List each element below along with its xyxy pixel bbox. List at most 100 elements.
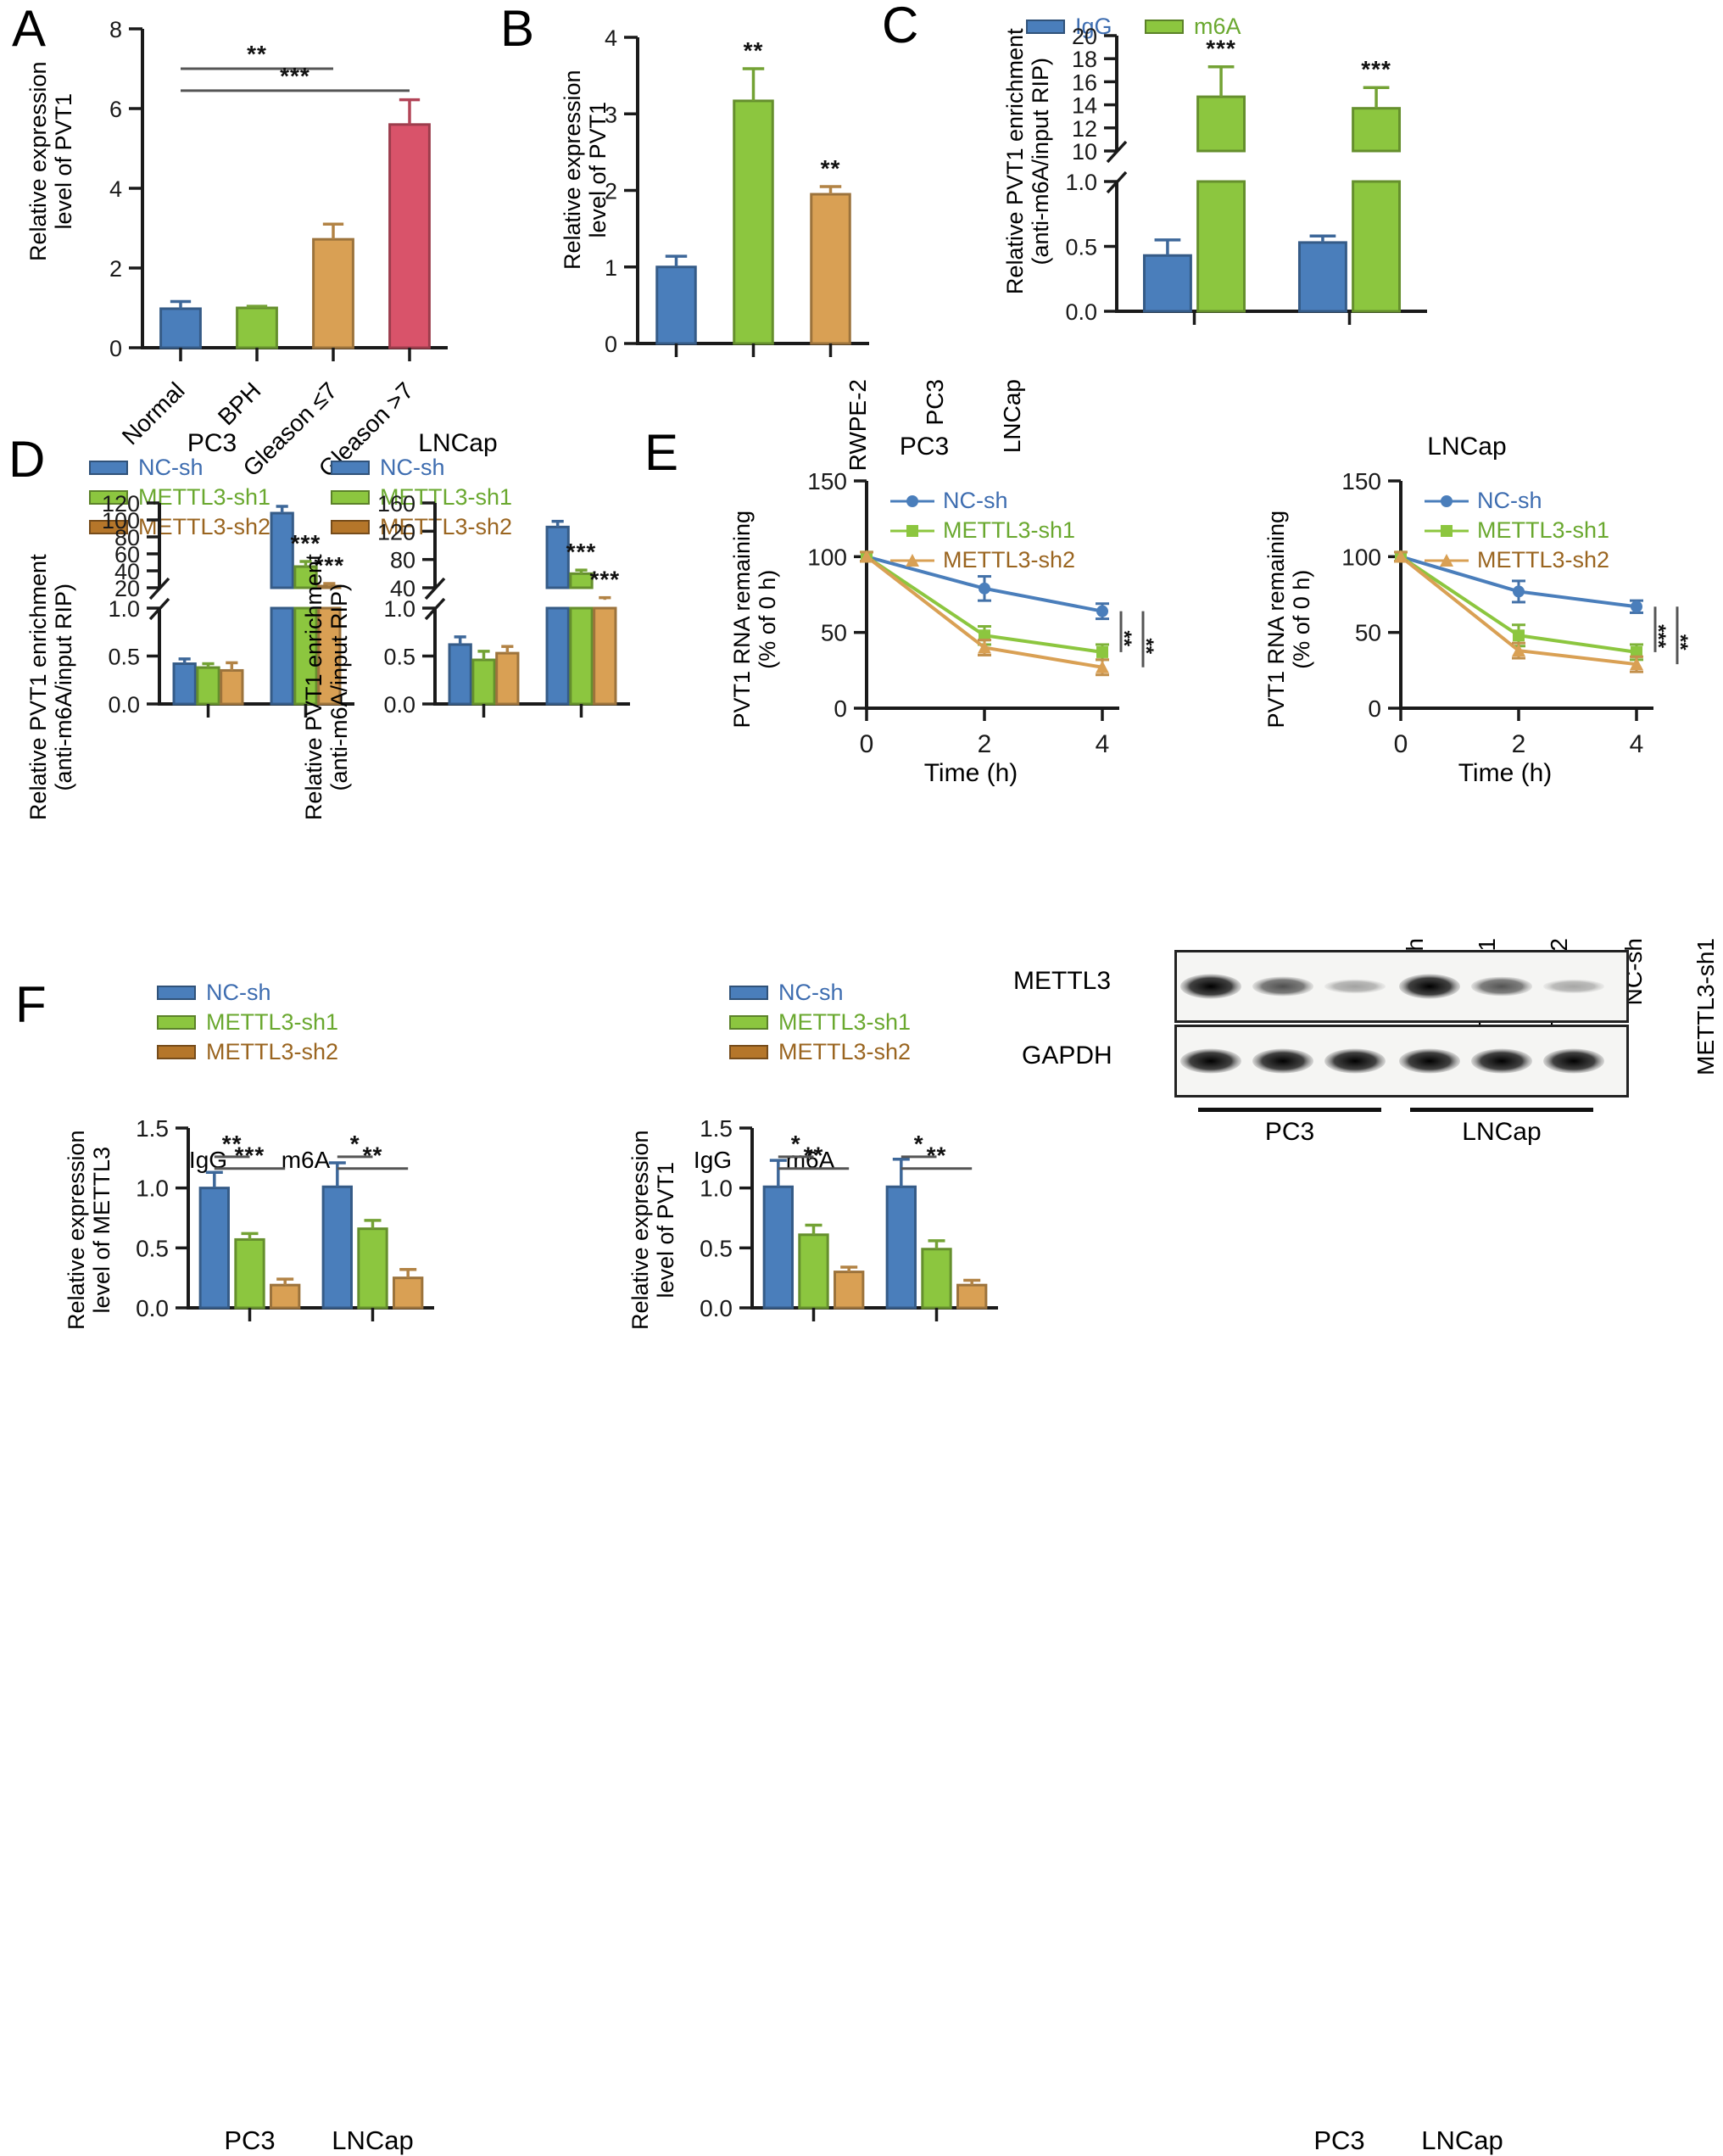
legend-marker-circle	[1425, 494, 1469, 507]
legend-marker-square	[890, 524, 934, 537]
svg-text:**: **	[1135, 638, 1157, 654]
svg-text:80: 80	[390, 548, 415, 573]
svg-text:0.5: 0.5	[136, 1235, 169, 1261]
bar-0-1	[196, 666, 220, 706]
legend-item-nc-sh[interactable]: NC-sh	[1425, 488, 1609, 514]
panel-f-western-blot: NC-sh METTL3-sh1 METTL3-sh2 NC-sh METTL3-sh1…	[1005, 797, 1723, 1508]
blot-group-label-lncap: LNCap	[1462, 1118, 1542, 1146]
error-bar	[170, 299, 192, 309]
legend-item-sh2[interactable]: METTL3-sh2	[157, 1039, 338, 1065]
xtick-label-1: LNCap	[1421, 2125, 1503, 2155]
legend-item-sh1[interactable]: METTL3-sh1	[157, 1009, 338, 1036]
panel-d-right: LNCap NC-sh METTL3-sh1 METTL3-sh2 Relati…	[229, 424, 835, 1173]
svg-text:1.0: 1.0	[700, 1176, 733, 1202]
svg-text:12: 12	[1072, 116, 1097, 142]
error-bar	[178, 657, 191, 664]
legend-swatch-sh2	[331, 520, 370, 534]
blot-group-underline-pc3	[1198, 1108, 1381, 1112]
error-bar	[323, 582, 336, 586]
bar-1	[733, 99, 774, 345]
error-bar	[322, 222, 344, 240]
bar-1-0	[885, 1185, 917, 1310]
panel-d-right-title: LNCap	[418, 429, 498, 457]
legend-item-sh1[interactable]: METTL3-sh1	[331, 484, 512, 511]
error-bar	[246, 304, 268, 308]
error-bar	[276, 505, 288, 513]
bar-upper-0-1	[1196, 95, 1246, 153]
svg-text:1.5: 1.5	[700, 1115, 733, 1142]
svg-text:***: ***	[235, 1142, 265, 1169]
bar-lower-1-1	[293, 606, 318, 706]
bar-1	[236, 306, 278, 349]
svg-text:4: 4	[1096, 730, 1110, 758]
blot-band-4	[1471, 976, 1532, 997]
svg-text:16: 16	[1072, 70, 1097, 95]
svg-text:**: **	[1112, 630, 1135, 646]
legend-item-nc-sh[interactable]: NC-sh	[331, 455, 512, 481]
legend-item-sh2[interactable]: METTL3-sh2	[1425, 547, 1609, 573]
legend-label-nc-sh: NC-sh	[1477, 488, 1542, 513]
svg-text:14: 14	[1072, 93, 1097, 119]
svg-text:100: 100	[102, 508, 140, 533]
svg-text:0: 0	[1368, 695, 1381, 722]
legend-label-nc-sh: NC-sh	[380, 455, 445, 480]
svg-text:0: 0	[1394, 730, 1408, 758]
blot-group-underline-lncap	[1410, 1108, 1593, 1112]
panel-e-right-title: LNCap	[1427, 433, 1507, 461]
bar-1-2	[956, 1283, 988, 1310]
panel-e-right-legend: NC-sh METTL3-sh1 METTL3-sh2	[1425, 488, 1609, 577]
bar-0-0	[172, 662, 197, 706]
bar-lower-1-1	[569, 606, 594, 706]
bar-0-1	[471, 658, 496, 706]
legend-item-sh1[interactable]: METTL3-sh1	[890, 517, 1075, 544]
legend-swatch-sh1	[157, 1015, 196, 1030]
svg-text:***: ***	[280, 63, 310, 89]
svg-text:60: 60	[114, 542, 140, 567]
legend-item-nc-sh[interactable]: NC-sh	[729, 980, 911, 1006]
legend-item-sh2[interactable]: METTL3-sh2	[890, 547, 1075, 573]
legend-item-sh1[interactable]: METTL3-sh1	[1425, 517, 1609, 544]
svg-text:8: 8	[109, 17, 122, 42]
error-bar	[599, 595, 611, 600]
panel-d-right-legend: NC-sh METTL3-sh1 METTL3-sh2	[331, 455, 512, 544]
error-bar	[276, 1277, 294, 1286]
bar-lower-0-1	[1196, 180, 1246, 313]
svg-text:*: *	[791, 1131, 801, 1157]
legend-item-sh1[interactable]: METTL3-sh1	[729, 1009, 911, 1036]
svg-text:***: ***	[1361, 56, 1391, 82]
legend-label-sh2: METTL3-sh2	[380, 514, 513, 539]
svg-text:**: **	[821, 155, 841, 182]
legend-item-nc-sh[interactable]: NC-sh	[890, 488, 1075, 514]
xtick-label-1: m6A	[281, 1147, 331, 1173]
bar-1-2	[393, 1276, 424, 1310]
panel-c-label: C	[882, 0, 919, 53]
svg-text:2: 2	[1512, 730, 1526, 758]
legend-item-sh2[interactable]: METTL3-sh2	[331, 514, 512, 540]
svg-text:**: **	[247, 41, 267, 67]
bar-upper-1-1	[569, 572, 594, 589]
panel-b-label: B	[500, 0, 535, 57]
bar-lower-1-1	[1352, 180, 1402, 313]
legend-item-m6a[interactable]: m6A	[1144, 14, 1241, 40]
bar-0-2	[270, 1283, 301, 1310]
error-bar	[241, 1232, 259, 1240]
svg-text:50: 50	[821, 620, 847, 646]
legend-swatch-sh2	[157, 1045, 196, 1059]
blot-band-5	[1543, 979, 1604, 994]
error-bar	[575, 568, 588, 574]
legend-item-nc-sh[interactable]: NC-sh	[157, 980, 338, 1006]
legend-item-sh2[interactable]: METTL3-sh2	[729, 1039, 911, 1065]
legend-swatch-nc-sh	[157, 986, 196, 1000]
error-bar	[665, 254, 688, 267]
svg-text:0: 0	[860, 730, 874, 758]
error-bar	[328, 1161, 346, 1187]
legend-item-nc-sh[interactable]: NC-sh	[89, 455, 270, 481]
svg-text:4: 4	[1630, 730, 1644, 758]
blot-band-0	[1180, 974, 1241, 999]
svg-text:2: 2	[605, 179, 617, 204]
svg-text:**: **	[927, 1142, 947, 1169]
panel-d-left-title: PC3	[187, 429, 237, 457]
xtick-label-1: LNCap	[332, 2125, 414, 2155]
panel-e-right-ylabel: PVT1 RNA remaining (% of 0 h)	[1263, 510, 1314, 729]
blot-band-4	[1471, 1048, 1532, 1074]
